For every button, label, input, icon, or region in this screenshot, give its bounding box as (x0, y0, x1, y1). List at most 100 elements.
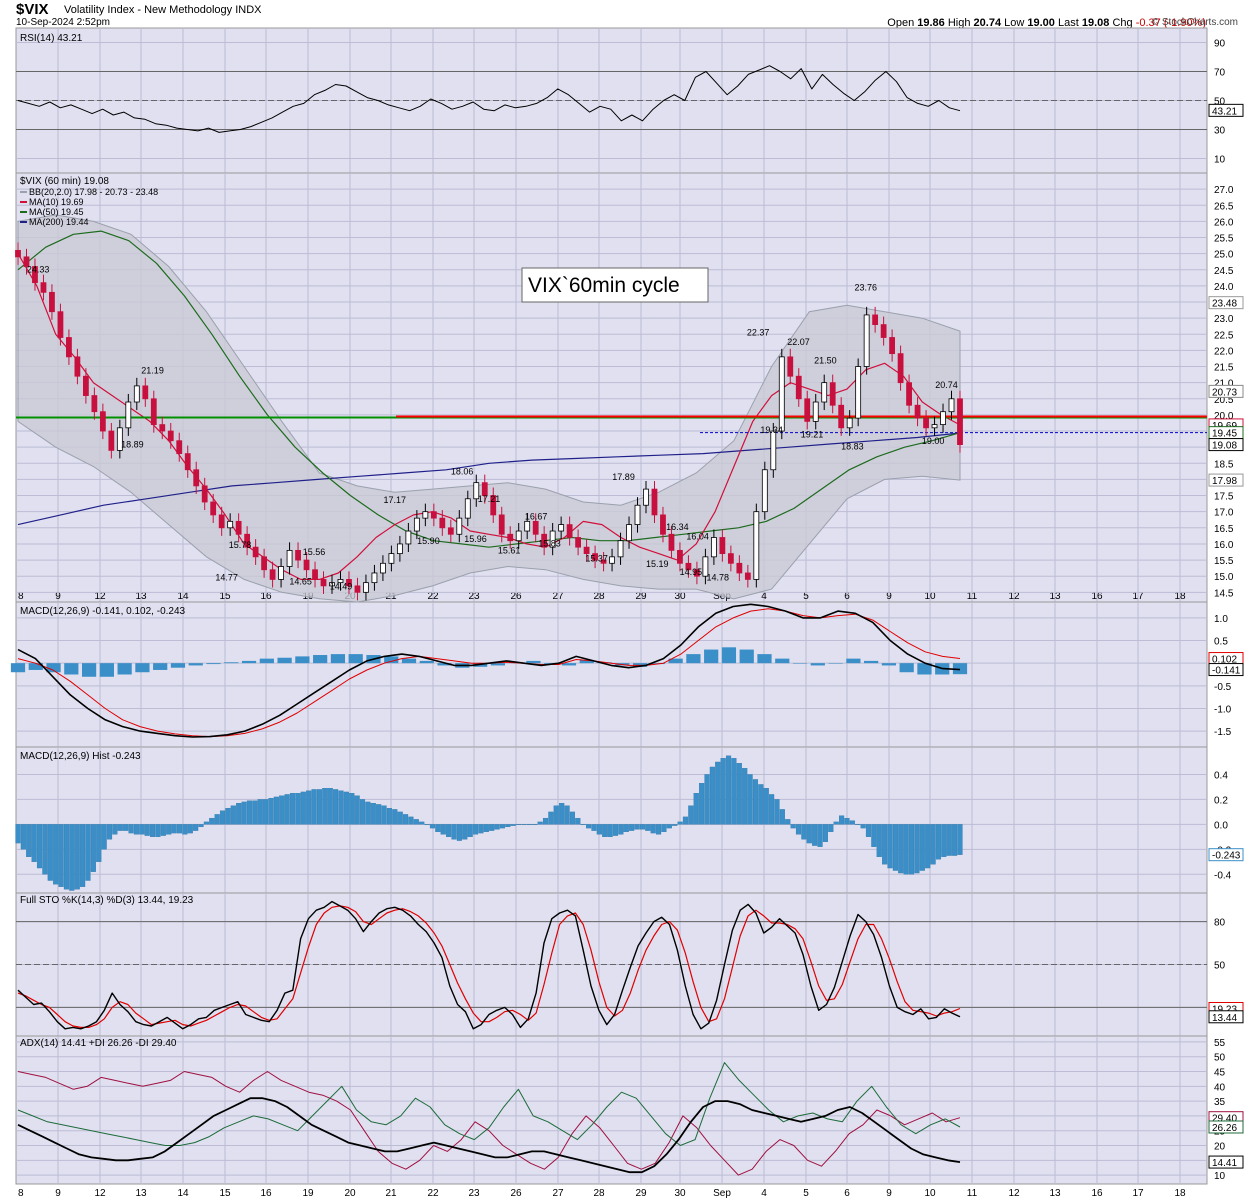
hist-bar (311, 789, 317, 825)
price-annotation: 17.21 (478, 494, 501, 504)
price-annotation: 15.96 (464, 534, 487, 544)
candle-body (312, 569, 318, 580)
hist-bar (252, 800, 258, 825)
macd-hist-bar (330, 654, 346, 664)
price-right-label: 19.08 (1212, 441, 1237, 452)
macd-hist-bar (917, 663, 932, 675)
x-tick-label: 8 (18, 591, 24, 602)
hist-bar (548, 811, 554, 825)
hist-bar (591, 824, 597, 831)
panel-bg-3 (15, 746, 1208, 894)
hist-bar (31, 824, 37, 862)
price-annotation: 16.34 (666, 522, 689, 532)
hist-bar (219, 810, 226, 825)
hist-bar (381, 805, 387, 825)
price-annotation: 18.83 (841, 442, 864, 452)
candle-body (855, 366, 862, 419)
y-tick-label: -0.4 (1214, 870, 1232, 881)
hist-bar (639, 824, 645, 830)
macd-hist-bar (224, 662, 239, 664)
hist-bar (429, 824, 436, 829)
hist-bar (801, 824, 807, 840)
macd-hist-bar (277, 657, 292, 664)
y-tick-label: 0.2 (1214, 795, 1228, 806)
candle-body (694, 569, 700, 577)
hist-bar (763, 788, 769, 825)
open-value: 19.86 (917, 17, 945, 29)
macd-hist-bar (28, 663, 43, 670)
candle-body (660, 514, 666, 535)
hist-bar (408, 816, 414, 825)
price-annotation: 17.89 (612, 472, 635, 482)
candle-body (643, 488, 649, 506)
candle-body (897, 353, 904, 384)
hist-bar (273, 796, 279, 825)
annotation-text: VIX`60min cycle (528, 274, 680, 297)
candle-body (159, 424, 166, 432)
plus-di-line (17, 1062, 961, 1146)
chart-date: 10-Sep-2024 2:52pm (16, 17, 110, 28)
hist-bar (623, 824, 629, 833)
candle-body (82, 375, 89, 396)
hist-bar (440, 824, 446, 835)
hist-bar (704, 774, 710, 825)
hist-bar (144, 824, 150, 836)
x-tick-label: 26 (510, 1188, 522, 1199)
chg-value: -0.37 (-1.90%) (1135, 17, 1206, 29)
y-tick-label: 17.5 (1214, 492, 1234, 503)
x-tick-label: Sep (713, 1188, 731, 1199)
candle-body (889, 337, 896, 355)
candle-body (481, 482, 488, 496)
candle-body (193, 469, 200, 487)
x-tick-label: 28 (593, 591, 605, 602)
candle-body (685, 562, 692, 571)
y-tick-label: 0.5 (1214, 637, 1228, 648)
macd-hist-bar (170, 663, 186, 668)
hist-bar (456, 824, 462, 841)
hist-bar (693, 793, 699, 825)
hist-bar (650, 824, 656, 834)
bollinger-band (17, 214, 961, 603)
candle-body (532, 520, 539, 535)
candle-body (142, 385, 149, 400)
hist-bar (575, 817, 581, 825)
candle-body (634, 504, 641, 525)
hist-bar (155, 824, 161, 837)
price-annotation: 15.78 (229, 540, 252, 550)
candle-body (210, 501, 217, 516)
candle-body (413, 517, 420, 532)
annotation-box (521, 267, 709, 303)
hist-bar (467, 824, 473, 837)
brand-label: © StockCharts.com (1151, 17, 1238, 28)
hist-bar (397, 811, 403, 825)
macd-hist-bar (952, 663, 968, 675)
minus-di-line (17, 1071, 961, 1176)
x-tick-label: 6 (844, 591, 850, 602)
candle-body (269, 569, 276, 580)
x-tick-label: 10 (924, 591, 936, 602)
candle-body (872, 314, 879, 326)
hist-bar (193, 824, 199, 831)
hist-bar (289, 793, 296, 825)
macd-hist-bar (419, 660, 434, 664)
hist-bar (36, 824, 43, 869)
macd-hist-bar (828, 663, 843, 664)
x-tick-label: 22 (427, 591, 439, 602)
x-tick-label: 6 (844, 1188, 850, 1199)
hist-bar (96, 824, 102, 862)
hist-bar (586, 824, 592, 829)
quote-summary: Open 19.86 High 20.74 Low 19.00 Last 19.… (887, 17, 1206, 29)
hist-bar (855, 824, 861, 826)
hist-bar (510, 824, 516, 826)
candle-body (15, 250, 21, 258)
hist-bar (569, 811, 576, 825)
hist-bar (370, 803, 376, 825)
macd-hist-bar (810, 663, 825, 666)
hist-bar (887, 824, 893, 869)
hist-bar (106, 824, 113, 840)
hist-bar (284, 794, 290, 825)
price-title: $VIX (60 min) 19.08 (20, 176, 109, 187)
candle-body (320, 579, 327, 587)
hist-bar (903, 824, 909, 875)
